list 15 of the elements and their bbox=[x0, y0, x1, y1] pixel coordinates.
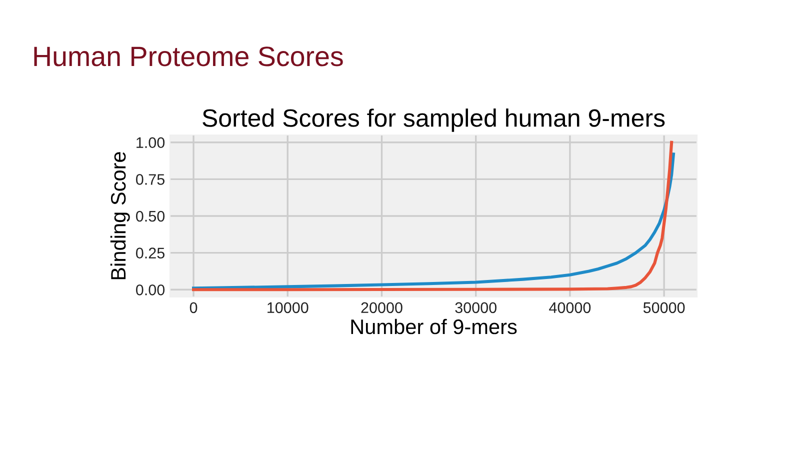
chart-subtitle: Sorted Scores for sampled human 9-mers bbox=[202, 108, 665, 132]
y-tick-label: 0.25 bbox=[136, 248, 164, 259]
y-tick-label: 0.00 bbox=[136, 284, 165, 296]
y-axis-title: Binding Score bbox=[110, 152, 130, 280]
x-axis-title: Number of 9-mers bbox=[351, 318, 517, 334]
y-tick-label: 0.50 bbox=[136, 210, 165, 222]
x-tick-label: 10000 bbox=[268, 302, 308, 314]
x-tick-label: 0 bbox=[190, 302, 198, 314]
x-tick-label: 50000 bbox=[643, 302, 685, 314]
chart-title: Human Proteome Scores bbox=[34, 46, 343, 66]
x-tick-label: 40000 bbox=[549, 302, 591, 314]
y-tick-label: 0.75 bbox=[136, 174, 164, 185]
x-tick-label: 30000 bbox=[455, 302, 496, 314]
x-tick-label: 20000 bbox=[361, 302, 402, 314]
y-tick-label: 1.00 bbox=[136, 137, 165, 148]
